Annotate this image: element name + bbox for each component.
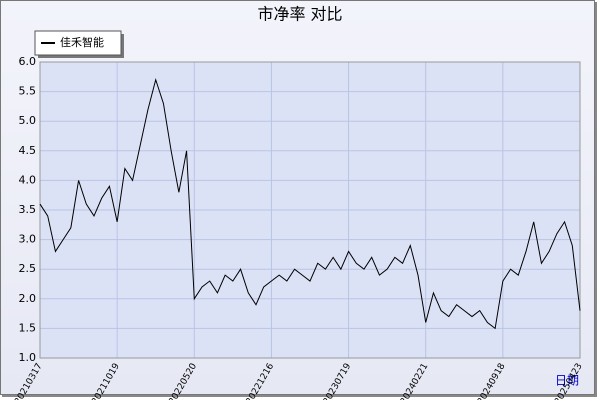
legend-label: 佳禾智能 <box>60 35 104 49</box>
y-tick-label: 1.0 <box>19 351 37 364</box>
y-tick-label: 6.0 <box>19 55 37 68</box>
y-tick-label: 3.0 <box>19 233 37 246</box>
plot-border <box>39 61 581 359</box>
y-tick-label: 5.0 <box>19 114 37 127</box>
y-tick-label: 3.5 <box>19 203 37 216</box>
y-tick-label: 2.5 <box>19 262 37 275</box>
chart-title: 市净率 对比 <box>257 5 342 24</box>
x-axis-label: 日期 <box>555 374 579 388</box>
y-tick-label: 2.0 <box>19 292 37 305</box>
y-tick-label: 4.0 <box>19 173 37 186</box>
y-tick-label: 4.5 <box>19 144 37 157</box>
series-line <box>39 77 581 330</box>
y-tick-label: 1.5 <box>19 321 37 334</box>
legend <box>34 30 122 56</box>
y-tick-label: 5.5 <box>19 85 37 98</box>
